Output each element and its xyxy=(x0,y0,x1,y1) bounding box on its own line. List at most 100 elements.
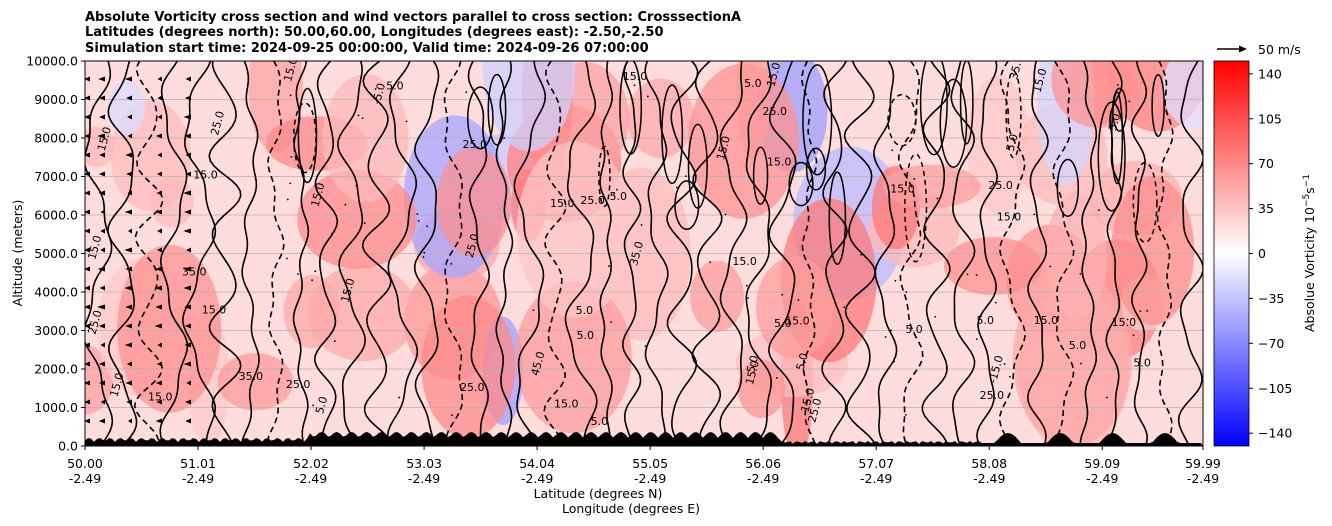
contour-label: 5.0 xyxy=(610,190,628,203)
wind-vector xyxy=(127,114,132,120)
x-tick-longitude: -2.49 xyxy=(973,471,1005,486)
x-tick-longitude: -2.49 xyxy=(634,471,666,486)
contour-line xyxy=(767,61,797,446)
contour-line xyxy=(1052,61,1075,446)
wind-vector-small xyxy=(904,413,907,416)
wind-vector xyxy=(85,399,90,405)
wind-vector xyxy=(125,266,132,272)
y-tick-label: 2000.0 xyxy=(34,362,78,377)
wind-vector-small xyxy=(465,91,468,94)
contour-label: 25.0 xyxy=(208,110,227,137)
wind-vector xyxy=(100,228,105,234)
contour-line xyxy=(1026,61,1049,446)
contour-label: 15.0 xyxy=(554,398,579,411)
contour-label: 25.0 xyxy=(763,105,788,118)
quiver-key-arrowhead xyxy=(1239,45,1247,53)
wind-vector xyxy=(155,418,162,424)
wind-vector-small xyxy=(331,232,333,235)
y-tick-label: 6000.0 xyxy=(34,208,78,223)
contour-line xyxy=(107,61,138,446)
wind-vector xyxy=(85,304,90,310)
wind-vector xyxy=(126,95,132,101)
wind-vector-small xyxy=(363,222,366,225)
wind-vector-small xyxy=(1049,265,1052,268)
wind-vector-small xyxy=(285,257,288,260)
wind-vector xyxy=(157,228,162,234)
x-tick-latitude: 50.00 xyxy=(67,456,103,471)
wind-vector xyxy=(98,171,105,177)
contour-line xyxy=(1105,61,1123,446)
contour-label: 15.0 xyxy=(108,371,127,398)
contour-line xyxy=(1177,61,1203,446)
wind-vector xyxy=(99,95,105,101)
contour-label: 15.0 xyxy=(1112,316,1137,329)
wind-vector-small xyxy=(289,182,292,185)
wind-vector-small xyxy=(633,84,636,87)
wind-vector xyxy=(97,266,105,272)
wind-vector-small xyxy=(890,329,893,332)
wind-vector-small xyxy=(314,270,317,273)
wind-vector-small xyxy=(312,404,315,407)
wind-vector-small xyxy=(1033,213,1036,216)
contour-label: 5.0 xyxy=(1069,339,1087,352)
wind-vector xyxy=(157,152,162,158)
x-tick-latitude: 58.08 xyxy=(971,456,1007,471)
wind-vector-small xyxy=(357,114,360,117)
y-tick-label: 0.0 xyxy=(58,439,78,454)
wind-vector xyxy=(157,114,162,120)
contour-loop xyxy=(1151,73,1165,138)
wind-vector-small xyxy=(781,293,784,296)
contour-line xyxy=(1079,61,1098,446)
contour-label: 5.0 xyxy=(744,77,762,90)
contour-label: 5.0 xyxy=(905,323,923,336)
wind-vector-small xyxy=(634,147,637,150)
wind-vector xyxy=(85,247,90,253)
vorticity-blob xyxy=(737,359,786,419)
contour-line xyxy=(181,61,217,446)
wind-vector-small xyxy=(1003,363,1006,365)
contour-label: 15.0 xyxy=(623,70,648,83)
contour-label: 5.0 xyxy=(577,329,595,342)
wind-vector-small xyxy=(423,251,426,254)
wind-vector xyxy=(85,133,90,139)
vorticity-blob xyxy=(85,126,116,168)
contour-label: 35.0 xyxy=(239,370,264,383)
contour-label: 5.0 xyxy=(313,395,330,415)
wind-vector xyxy=(124,76,132,82)
wind-vector xyxy=(183,285,191,291)
wind-vector-small xyxy=(608,265,610,268)
contour-label: 5.0 xyxy=(576,304,594,317)
x-axis-label-longitude: Longitude (degrees E) xyxy=(562,501,700,516)
x-tick-latitude: 52.02 xyxy=(293,456,329,471)
wind-vector-small xyxy=(905,291,908,294)
wind-vector xyxy=(183,361,191,367)
vorticity-blob xyxy=(690,260,744,332)
vorticity-blob xyxy=(436,147,512,257)
wind-vector-small xyxy=(1009,375,1011,378)
vorticity-blob xyxy=(297,169,417,269)
contour-loop xyxy=(598,145,611,208)
x-tick-latitude: 53.03 xyxy=(406,456,442,471)
wind-vector xyxy=(125,323,132,329)
contour-label: 15.0 xyxy=(85,234,104,261)
y-tick-label: 3000.0 xyxy=(34,323,78,338)
contour-line xyxy=(1156,61,1174,446)
contour-line xyxy=(644,61,669,446)
wind-vector-small xyxy=(894,279,897,282)
wind-vector-small xyxy=(1079,272,1082,275)
wind-vector xyxy=(157,247,162,253)
contour-loop xyxy=(939,78,968,168)
plot-area: 35.025.015.05.045.0 -15.025.015.035.015.0… xyxy=(85,61,1203,446)
wind-vector xyxy=(124,247,132,253)
colorbar-tick-label: −105 xyxy=(1258,381,1292,396)
contour-line xyxy=(337,61,367,446)
wind-vector xyxy=(186,247,191,253)
y-tick-label: 7000.0 xyxy=(34,169,78,184)
contour-line xyxy=(976,61,999,446)
wind-vector xyxy=(97,304,105,310)
contour-line xyxy=(467,61,491,446)
wind-vector xyxy=(183,114,191,120)
contour-label: 15.0 xyxy=(202,303,227,316)
wind-vector-small xyxy=(289,94,292,97)
